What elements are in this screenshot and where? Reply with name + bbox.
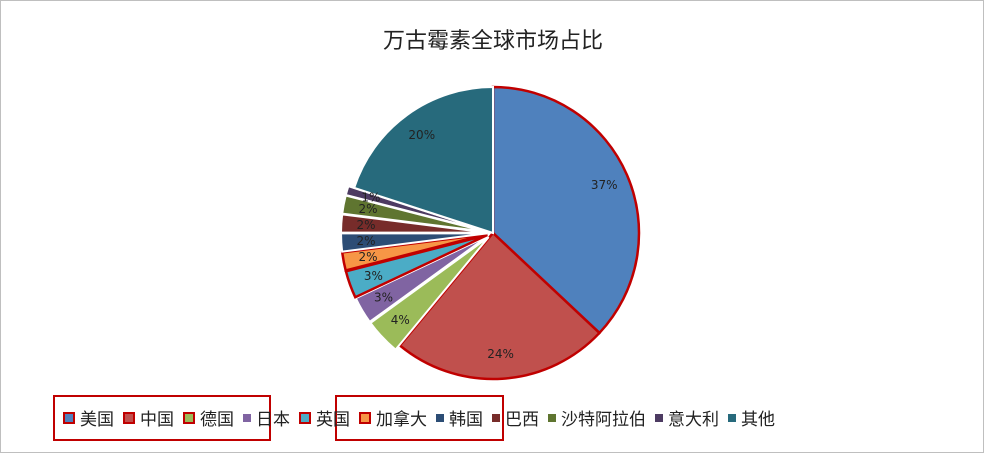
- legend-swatch: [728, 414, 736, 422]
- legend-label: 英国: [316, 405, 350, 430]
- data-label-7: 2%: [357, 218, 376, 232]
- legend-label: 巴西: [505, 405, 539, 430]
- legend-swatch: [359, 412, 371, 424]
- legend-label: 德国: [200, 405, 234, 430]
- legend-item-2: 德国: [183, 405, 234, 430]
- legend-swatch: [655, 414, 663, 422]
- legend-label: 日本: [256, 405, 290, 430]
- legend-label: 中国: [140, 405, 174, 430]
- legend-label: 加拿大: [376, 405, 427, 430]
- data-label-5: 2%: [359, 250, 378, 264]
- data-label-3: 3%: [374, 291, 393, 305]
- legend-item-9: 意大利: [655, 405, 719, 430]
- legend-label: 美国: [80, 405, 114, 430]
- legend-swatch: [492, 414, 500, 422]
- data-label-4: 3%: [364, 269, 383, 283]
- legend-label: 意大利: [668, 405, 719, 430]
- legend-item-7: 巴西: [492, 405, 539, 430]
- data-label-2: 4%: [391, 313, 410, 327]
- data-label-1: 24%: [487, 347, 514, 361]
- legend-swatch: [183, 412, 195, 424]
- legend-item-6: 韩国: [436, 405, 483, 430]
- legend-swatch: [243, 414, 251, 422]
- legend: 美国 中国 德国日本 英国 加拿大韩国巴西沙特阿拉伯意大利其他: [63, 405, 784, 430]
- legend-item-1: 中国: [123, 405, 174, 430]
- legend-label: 沙特阿拉伯: [561, 405, 646, 430]
- data-label-9: 1%: [361, 191, 380, 205]
- chart-frame: 万古霉素全球市场占比 37%24%4%3%3%2%2%2%2%1%20% 美国中…: [0, 0, 984, 453]
- legend-item-0: 美国: [63, 405, 114, 430]
- legend-swatch: [548, 414, 556, 422]
- legend-label: 其他: [741, 405, 775, 430]
- data-label-6: 2%: [357, 234, 376, 248]
- legend-item-5: 加拿大: [359, 405, 427, 430]
- legend-swatch: [436, 414, 444, 422]
- data-label-0: 37%: [591, 178, 618, 192]
- legend-item-8: 沙特阿拉伯: [548, 405, 646, 430]
- legend-swatch: [123, 412, 135, 424]
- legend-swatch: [63, 412, 75, 424]
- legend-item-3: 日本: [243, 405, 290, 430]
- legend-label: 韩国: [449, 405, 483, 430]
- legend-item-4: 英国: [299, 405, 350, 430]
- legend-swatch: [299, 412, 311, 424]
- data-label-10: 20%: [408, 128, 435, 142]
- pie-chart: 37%24%4%3%3%2%2%2%2%1%20%: [1, 1, 984, 453]
- legend-item-10: 其他: [728, 405, 775, 430]
